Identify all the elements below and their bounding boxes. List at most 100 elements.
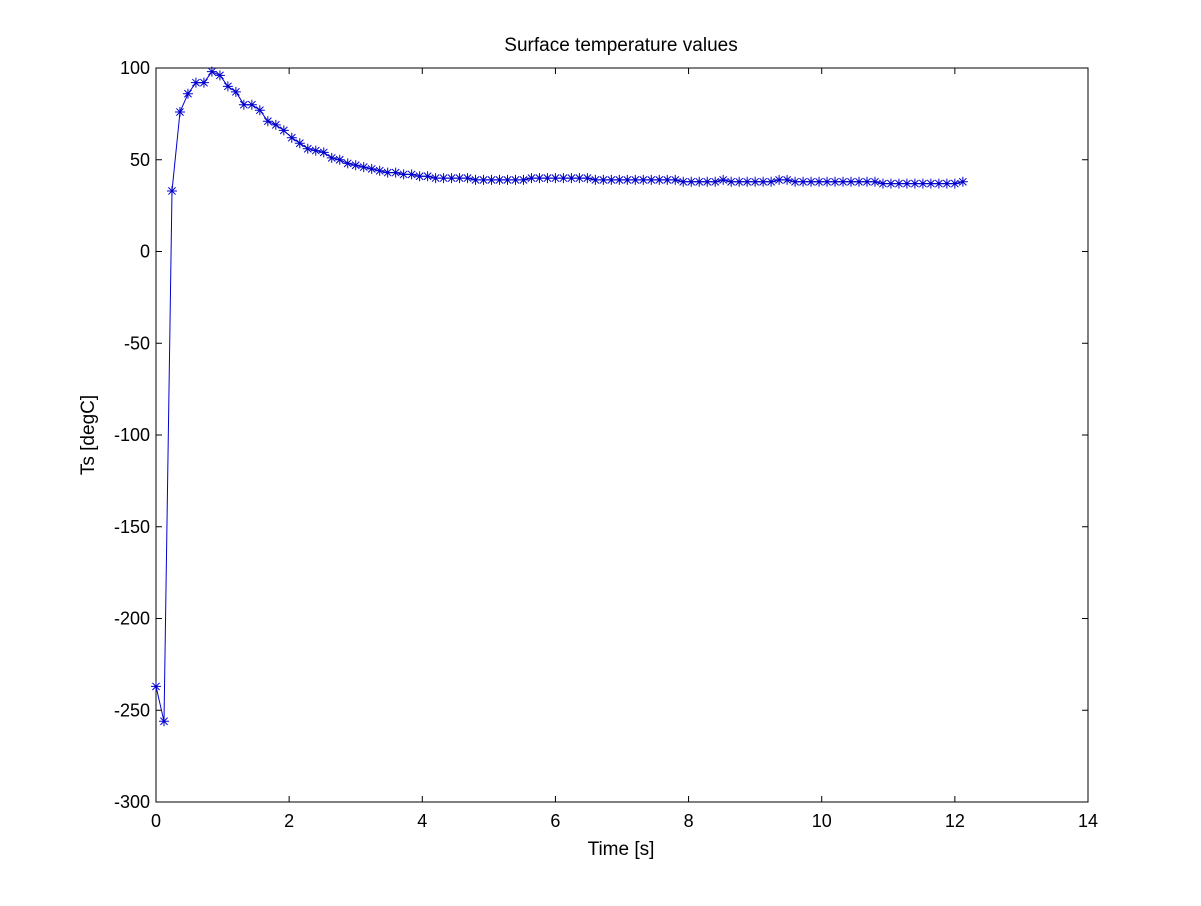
data-point-marker [846, 176, 857, 187]
data-point-marker [382, 167, 393, 178]
data-point-marker [310, 145, 321, 156]
data-point-marker [438, 173, 449, 184]
data-point-marker [758, 176, 769, 187]
data-point-marker [478, 174, 489, 185]
data-point-marker [286, 132, 297, 143]
data-point-marker [374, 165, 385, 176]
y-tick-label: -100 [114, 425, 150, 445]
data-point-marker [518, 174, 529, 185]
data-point-marker [606, 174, 617, 185]
data-point-marker [214, 70, 225, 81]
y-axis-label: Ts [degC] [78, 395, 99, 475]
data-point-marker [334, 154, 345, 165]
data-point-marker [270, 119, 281, 130]
data-point-marker [861, 176, 872, 187]
data-point-marker [182, 88, 193, 99]
data-point-marker [806, 176, 817, 187]
data-point-marker [326, 152, 337, 163]
chart-title: Surface temperature values [504, 35, 737, 56]
x-tick-label: 6 [550, 811, 560, 831]
data-point-marker [454, 173, 465, 184]
data-point-marker [462, 173, 473, 184]
data-point-marker [766, 176, 777, 187]
data-point-marker [678, 176, 689, 187]
data-point-marker [526, 173, 537, 184]
data-point-marker [893, 178, 904, 189]
data-point-marker [909, 178, 920, 189]
data-point-marker [670, 174, 681, 185]
data-point-marker [957, 176, 968, 187]
data-point-marker [838, 176, 849, 187]
data-point-marker [853, 176, 864, 187]
data-point-marker [830, 176, 841, 187]
data-point-marker [358, 162, 369, 173]
data-point-marker [925, 178, 936, 189]
data-point-marker [622, 174, 633, 185]
data-point-marker [414, 171, 425, 182]
y-tick-label: -50 [124, 333, 150, 353]
data-point-marker [151, 681, 161, 692]
data-point-marker [877, 178, 888, 189]
data-point-marker [174, 107, 185, 118]
data-point-marker [502, 174, 513, 185]
data-point-marker [710, 176, 721, 187]
data-point-marker [582, 173, 593, 184]
series-group [151, 66, 968, 727]
data-point-marker [726, 176, 737, 187]
data-point-marker [702, 176, 713, 187]
data-point-marker [933, 178, 944, 189]
data-point-marker [294, 138, 305, 149]
data-point-marker [718, 174, 729, 185]
data-point-marker [534, 173, 545, 184]
data-point-marker [558, 173, 569, 184]
x-tick-label: 2 [284, 811, 294, 831]
y-tick-label: 100 [120, 58, 150, 78]
x-tick-label: 8 [684, 811, 694, 831]
data-point-marker [814, 176, 825, 187]
data-point-marker [750, 176, 761, 187]
x-tick-label: 0 [151, 811, 161, 831]
data-point-marker [390, 167, 401, 178]
data-point-marker [822, 176, 833, 187]
data-point-marker [494, 174, 505, 185]
data-point-marker [398, 169, 409, 180]
data-point-marker [917, 178, 928, 189]
data-point-marker [198, 77, 209, 88]
y-tick-label: -200 [114, 609, 150, 629]
data-point-marker [190, 77, 201, 88]
data-point-marker [158, 716, 169, 727]
x-tick-label: 10 [812, 811, 832, 831]
data-point-marker [318, 147, 329, 158]
data-point-marker [254, 105, 265, 116]
data-point-marker [542, 173, 553, 184]
data-point-marker [941, 178, 952, 189]
data-point-marker [686, 176, 697, 187]
data-point-marker [798, 176, 809, 187]
data-point-marker [422, 171, 433, 182]
data-point-marker [222, 81, 233, 92]
data-point-marker [694, 176, 705, 187]
data-point-marker [430, 173, 441, 184]
data-point-marker [342, 158, 353, 169]
y-tick-label: -300 [114, 792, 150, 812]
data-point-marker [885, 178, 896, 189]
data-point-marker [206, 66, 217, 77]
data-point-marker [774, 174, 785, 185]
plot-area [155, 67, 1089, 803]
data-point-marker [630, 174, 641, 185]
data-point-marker [550, 173, 561, 184]
data-point-marker [742, 176, 753, 187]
x-axis-label: Time [s] [588, 839, 655, 860]
data-point-marker [782, 174, 793, 185]
data-point-marker [278, 125, 289, 136]
data-point-marker [230, 86, 241, 97]
y-tick-label: -250 [114, 700, 150, 720]
x-tick-label: 14 [1078, 811, 1098, 831]
data-point-marker [366, 163, 377, 174]
data-point-marker [590, 174, 601, 185]
data-point-marker [470, 174, 481, 185]
x-tick-label: 12 [945, 811, 965, 831]
data-point-marker [734, 176, 745, 187]
